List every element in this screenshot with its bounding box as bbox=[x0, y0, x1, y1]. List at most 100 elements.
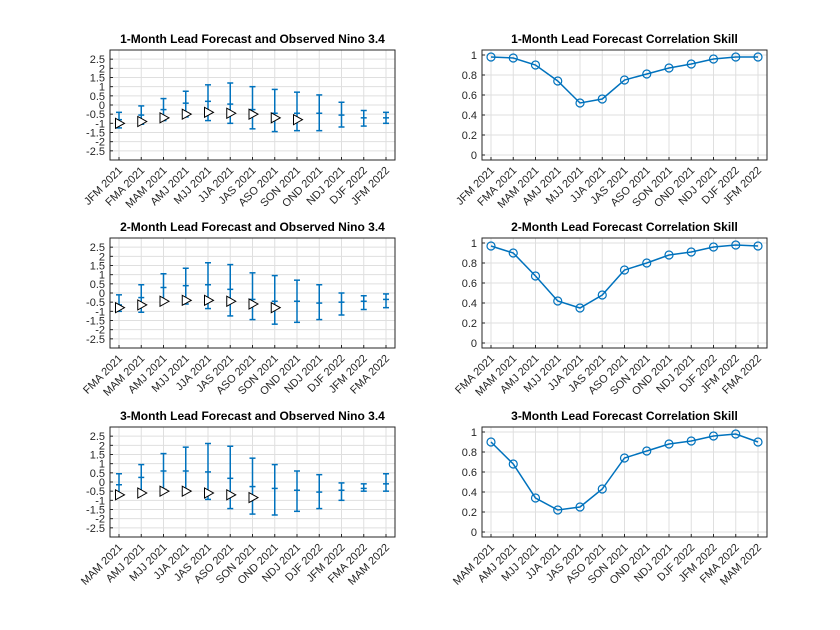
y-tick-label: 0.6 bbox=[462, 90, 477, 102]
chart-title: 1-Month Lead Forecast and Observed Nino … bbox=[120, 32, 385, 46]
y-tick-label: 1 bbox=[99, 270, 105, 282]
skill-point bbox=[553, 505, 563, 515]
y-tick-label: 2 bbox=[99, 440, 105, 452]
chart-panel-3: 2-Month Lead Forecast and Observed Nino … bbox=[81, 220, 396, 399]
y-tick-label: 0.2 bbox=[462, 318, 477, 330]
y-tick-label: 0.4 bbox=[462, 487, 477, 499]
y-tick-label: 0.6 bbox=[462, 278, 477, 290]
y-tick-label: 0.2 bbox=[462, 507, 477, 519]
skill-point bbox=[686, 59, 696, 69]
chart-panel-5: 3-Month Lead Forecast and Observed Nino … bbox=[79, 409, 396, 588]
skill-point bbox=[575, 98, 585, 108]
skill-point bbox=[486, 241, 496, 251]
y-tick-label: 0 bbox=[471, 150, 477, 162]
y-tick-label: 2.5 bbox=[90, 54, 105, 66]
y-tick-label: 1 bbox=[471, 238, 477, 250]
observed-marker bbox=[204, 106, 215, 119]
skill-point bbox=[553, 296, 563, 306]
skill-point bbox=[619, 75, 630, 85]
y-tick-label: 0.2 bbox=[462, 130, 477, 142]
skill-point bbox=[619, 453, 630, 463]
skill-point bbox=[731, 240, 741, 250]
y-tick-label: -2 bbox=[95, 325, 105, 337]
y-tick-label: 0.5 bbox=[90, 468, 105, 480]
y-tick-label: 1 bbox=[99, 82, 105, 94]
skill-line bbox=[490, 433, 759, 511]
chart-panel-1: 1-Month Lead Forecast and Observed Nino … bbox=[82, 32, 396, 211]
chart-title: 3-Month Lead Forecast and Observed Nino … bbox=[120, 409, 385, 423]
y-tick-label: -1.5 bbox=[86, 316, 105, 328]
skill-point bbox=[508, 459, 518, 469]
skill-point bbox=[731, 52, 741, 62]
skill-point bbox=[530, 60, 541, 70]
skill-point bbox=[575, 502, 585, 512]
y-tick-label: -2.5 bbox=[86, 334, 105, 346]
y-tick-label: 2 bbox=[99, 251, 105, 263]
y-tick-label: -0.5 bbox=[86, 486, 105, 498]
y-tick-label: 1.5 bbox=[90, 73, 105, 85]
skill-point bbox=[597, 94, 607, 104]
y-tick-label: 0 bbox=[99, 477, 105, 489]
skill-point bbox=[530, 493, 541, 503]
y-tick-label: 1.5 bbox=[90, 261, 105, 273]
observed-marker bbox=[226, 488, 237, 501]
chart-title: 1-Month Lead Forecast Correlation Skill bbox=[511, 32, 738, 46]
y-tick-label: 1.5 bbox=[90, 450, 105, 462]
skill-point bbox=[708, 431, 719, 441]
y-tick-label: 0 bbox=[471, 338, 477, 350]
y-tick-label: 1 bbox=[471, 50, 477, 62]
observed-marker bbox=[248, 298, 260, 310]
skill-point bbox=[642, 69, 652, 79]
y-tick-label: -1.5 bbox=[86, 505, 105, 517]
chart-panel-4: 2-Month Lead Forecast Correlation Skill 0… bbox=[453, 220, 768, 399]
skill-point bbox=[642, 258, 652, 268]
skill-point bbox=[664, 250, 674, 260]
y-tick-label: 0.4 bbox=[462, 110, 477, 122]
skill-point bbox=[686, 247, 696, 257]
skill-line bbox=[490, 56, 758, 104]
observed-marker bbox=[181, 485, 193, 498]
chart-panel-6: 3-Month Lead Forecast Correlation Skill 0… bbox=[451, 409, 768, 588]
y-tick-label: 1 bbox=[99, 459, 105, 471]
skill-point bbox=[486, 52, 496, 62]
observed-marker bbox=[248, 491, 260, 504]
observed-marker bbox=[137, 115, 148, 128]
observed-marker bbox=[115, 301, 126, 314]
y-tick-label: 2.5 bbox=[90, 242, 105, 254]
observed-marker bbox=[137, 299, 148, 311]
y-tick-label: 2.5 bbox=[90, 431, 105, 443]
y-tick-label: -0.5 bbox=[86, 109, 105, 121]
skill-point bbox=[508, 248, 518, 258]
skill-point bbox=[553, 76, 563, 86]
chart-title: 2-Month Lead Forecast Correlation Skill bbox=[511, 220, 738, 234]
y-tick-label: -1 bbox=[95, 306, 105, 318]
skill-point bbox=[753, 241, 763, 251]
observed-marker bbox=[226, 107, 237, 120]
observed-marker bbox=[226, 295, 237, 308]
skill-point bbox=[486, 437, 496, 447]
skill-line bbox=[490, 244, 759, 309]
skill-point bbox=[597, 484, 607, 494]
observed-marker bbox=[248, 108, 260, 121]
observed-marker bbox=[181, 294, 193, 307]
chart-title: 3-Month Lead Forecast Correlation Skill bbox=[511, 409, 738, 423]
y-tick-label: -1 bbox=[95, 118, 105, 130]
observed-marker bbox=[270, 301, 282, 314]
skill-point bbox=[753, 52, 763, 62]
skill-point bbox=[642, 446, 652, 456]
y-tick-label: -1.5 bbox=[86, 128, 105, 140]
y-tick-label: 2 bbox=[99, 63, 105, 75]
skill-point bbox=[597, 290, 607, 300]
observed-marker bbox=[204, 487, 215, 499]
observed-marker bbox=[159, 485, 171, 498]
y-tick-label: -2 bbox=[95, 514, 105, 526]
y-tick-label: 0.6 bbox=[462, 467, 477, 479]
y-tick-label: 1 bbox=[471, 427, 477, 439]
skill-point bbox=[731, 429, 741, 439]
observed-marker bbox=[115, 117, 126, 130]
y-tick-label: 0.8 bbox=[462, 447, 477, 459]
y-tick-label: 0.5 bbox=[90, 91, 105, 103]
y-tick-label: -0.5 bbox=[86, 297, 105, 309]
y-tick-label: -2.5 bbox=[86, 523, 105, 535]
observed-marker bbox=[137, 487, 148, 499]
